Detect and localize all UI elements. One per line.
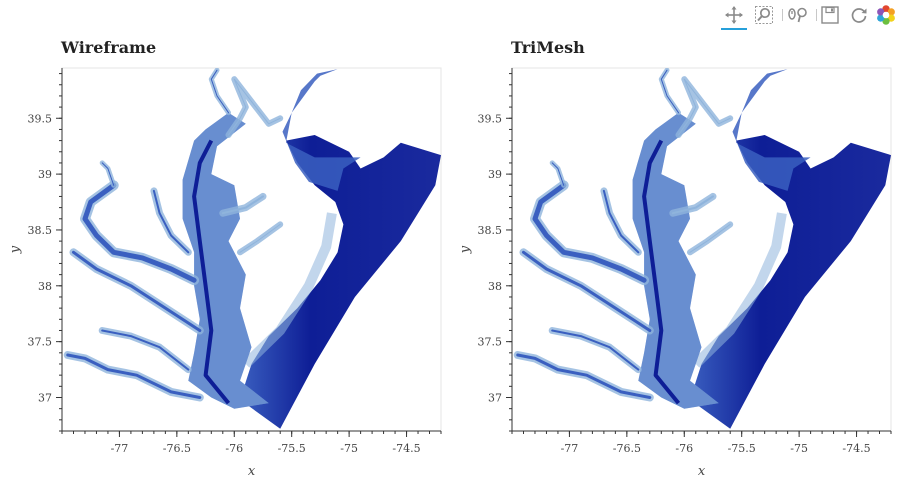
x-tick-label: -75.5	[728, 442, 756, 455]
y-tick-label: 39.5	[28, 112, 53, 125]
reset-tool[interactable]	[845, 2, 873, 28]
y-axis: 37 37.5 38 38.5 39 39.5	[28, 68, 63, 432]
bay-shading	[632, 112, 719, 409]
upperbay-river-channel	[228, 78, 281, 136]
susquehanna-river-channel	[660, 69, 679, 114]
potomac-river-channel	[82, 182, 197, 283]
y-tick-label: 39.5	[478, 112, 503, 125]
susquehanna-river-channel	[210, 69, 229, 114]
bay-shading	[182, 112, 269, 409]
x-tick-label: -74.5	[842, 442, 870, 455]
delaware-bay	[732, 69, 811, 191]
wheel-zoom-icon	[788, 7, 807, 23]
trimesh-plot[interactable]: TriMesh -77 -76.5 -76 -75.5 -75 -74.5 37 37.5 38…	[450, 38, 900, 480]
x-axis: -77 -76.5 -76 -75.5 -75 -74.5	[511, 430, 892, 455]
y-tick-label: 39	[488, 168, 502, 181]
potomac_upper-river-channel	[101, 162, 115, 186]
save-icon	[821, 6, 839, 24]
x-axis: -77 -76.5 -76 -75.5 -75 -74.5	[61, 430, 442, 455]
box-zoom-icon	[755, 6, 773, 24]
x-tick-label: -77	[561, 442, 579, 455]
save-tool[interactable]	[816, 2, 844, 28]
x-tick-label: -74.5	[392, 442, 420, 455]
plot-toolbar	[710, 0, 900, 32]
wireframe-plot-canvas[interactable]: -77 -76.5 -76 -75.5 -75 -74.5 37 37.5 38 38.5 39 39…	[0, 38, 450, 480]
rappahannock-river-channel	[72, 250, 202, 332]
pan-tool[interactable]	[720, 2, 748, 30]
rappahannock-river-channel	[522, 250, 652, 332]
x-tick-label: -76.5	[163, 442, 191, 455]
mesh-image	[63, 68, 441, 429]
pan-icon	[725, 6, 743, 24]
y-tick-label: 39	[38, 168, 52, 181]
y-tick-label: 38	[38, 280, 52, 293]
bay-channel	[642, 139, 681, 405]
y-tick-label: 37.5	[28, 336, 53, 349]
y-axis-label: y	[8, 245, 23, 254]
y-tick-label: 38.5	[478, 224, 503, 237]
bay-channel	[192, 139, 231, 405]
y-tick-label: 37	[38, 391, 52, 404]
x-tick-label: -76	[675, 442, 693, 455]
x-tick-label: -77	[111, 442, 129, 455]
wheel-zoom-tool[interactable]	[784, 2, 812, 28]
toolbar-divider	[782, 9, 783, 21]
choptank-river-channel	[221, 195, 264, 215]
bokeh-logo-icon	[877, 5, 895, 25]
shelf-shallows	[692, 212, 787, 368]
y-tick-label: 37	[488, 391, 502, 404]
trimesh-plot-canvas[interactable]: -77 -76.5 -76 -75.5 -75 -74.5 37 37.5 38 38.5 39 39…	[450, 38, 900, 480]
potomac_upper-river-channel	[551, 162, 565, 186]
reset-icon	[851, 8, 867, 23]
wireframe-plot[interactable]: Wireframe -77 -76.5 -76 -75.5 -75 -74.5 37 37.5…	[0, 38, 450, 480]
y-tick-label: 37.5	[478, 336, 503, 349]
y-tick-label: 38.5	[28, 224, 53, 237]
james-river-channel	[66, 353, 202, 399]
x-axis-label: x	[248, 464, 256, 479]
mesh-image	[513, 68, 891, 429]
york-river-channel	[101, 329, 190, 371]
plot-title: Wireframe	[61, 38, 157, 57]
y-tick-label: 38	[488, 280, 502, 293]
patuxent-river-channel	[602, 189, 640, 254]
chesapeake-bay	[182, 112, 269, 409]
potomac-river-channel	[532, 182, 647, 283]
nanticoke-river-channel	[239, 223, 281, 253]
nanticoke-river-channel	[689, 223, 731, 253]
x-axis-label: x	[698, 464, 706, 479]
bokeh-logo[interactable]	[872, 2, 900, 28]
upperbay-river-channel	[678, 78, 731, 136]
choptank-river-channel	[671, 195, 714, 215]
ocean-region	[240, 135, 441, 429]
ocean-region	[690, 135, 891, 429]
york-river-channel	[551, 329, 640, 371]
y-axis: 37 37.5 38 38.5 39 39.5	[478, 68, 513, 432]
toolbar-divider	[816, 9, 817, 21]
x-tick-label: -76	[225, 442, 243, 455]
x-tick-label: -76.5	[613, 442, 641, 455]
box-zoom-tool[interactable]	[750, 2, 778, 28]
x-tick-label: -75	[790, 442, 808, 455]
plot-title: TriMesh	[511, 38, 585, 57]
y-axis-label: y	[458, 245, 473, 254]
patuxent-river-channel	[152, 189, 190, 254]
x-tick-label: -75	[340, 442, 358, 455]
delaware-bay	[282, 69, 361, 191]
chesapeake-bay	[632, 112, 719, 409]
james-river-channel	[516, 353, 652, 399]
x-tick-label: -75.5	[278, 442, 306, 455]
shelf-shallows	[242, 212, 337, 368]
